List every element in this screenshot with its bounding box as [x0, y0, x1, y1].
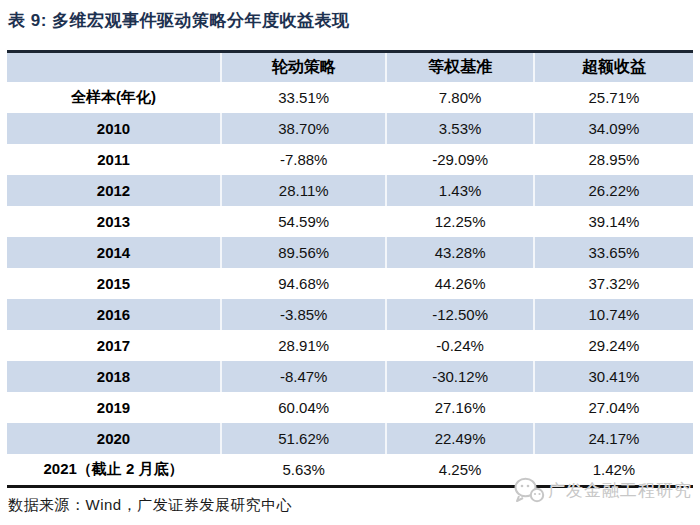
watermark-label: 广发金融工程研究 [548, 479, 692, 502]
cell-value: 33.51% [221, 82, 386, 113]
cell-value: 37.32% [534, 268, 693, 299]
cell-value: 27.16% [386, 392, 533, 423]
report-table-figure: 表 9: 多维宏观事件驱动策略分年度收益表现 轮动策略 等权基准 超额收益 全样… [0, 0, 700, 525]
cell-value: 1.43% [386, 175, 533, 206]
cell-value: -29.09% [386, 144, 533, 175]
row-label: 2011 [7, 144, 221, 175]
row-label: 全样本(年化) [7, 82, 221, 113]
table-row: 201354.59%12.25%39.14% [7, 206, 693, 237]
cell-value: 3.53% [386, 113, 533, 144]
row-label: 2020 [7, 423, 221, 454]
table-title: 表 9: 多维宏观事件驱动策略分年度收益表现 [8, 9, 350, 32]
cell-value: 33.65% [534, 237, 693, 268]
table-row: 2018-8.47%-30.12%30.41% [7, 361, 693, 392]
row-label: 2018 [7, 361, 221, 392]
cell-value: 54.59% [221, 206, 386, 237]
returns-table: 轮动策略 等权基准 超额收益 全样本(年化)33.51%7.80%25.71%2… [7, 53, 693, 485]
cell-value: 39.14% [534, 206, 693, 237]
col-header-rotation-strategy: 轮动策略 [221, 53, 386, 82]
cell-value: 25.71% [534, 82, 693, 113]
row-label: 2017 [7, 330, 221, 361]
table-row: 201228.11%1.43%26.22% [7, 175, 693, 206]
table-row: 201594.68%44.26%37.32% [7, 268, 693, 299]
cell-value: 51.62% [221, 423, 386, 454]
row-label: 2014 [7, 237, 221, 268]
col-header-excess-return: 超额收益 [534, 53, 693, 82]
cell-value: 22.49% [386, 423, 533, 454]
row-label: 2010 [7, 113, 221, 144]
cell-value: -8.47% [221, 361, 386, 392]
row-label: 2019 [7, 392, 221, 423]
cell-value: 27.04% [534, 392, 693, 423]
wechat-account-icon [513, 477, 545, 504]
cell-value: 30.41% [534, 361, 693, 392]
table-row: 201038.70%3.53%34.09% [7, 113, 693, 144]
cell-value: 44.26% [386, 268, 533, 299]
cell-value: 24.17% [534, 423, 693, 454]
table-body: 全样本(年化)33.51%7.80%25.71%201038.70%3.53%3… [7, 82, 693, 485]
table-row: 202051.62%22.49%24.17% [7, 423, 693, 454]
row-label: 2013 [7, 206, 221, 237]
table-row: 全样本(年化)33.51%7.80%25.71% [7, 82, 693, 113]
table-row: 201960.04%27.16%27.04% [7, 392, 693, 423]
cell-value: 29.24% [534, 330, 693, 361]
cell-value: 12.25% [386, 206, 533, 237]
cell-value: 5.63% [221, 454, 386, 485]
cell-value: 4.25% [386, 454, 533, 485]
cell-value: 89.56% [221, 237, 386, 268]
row-label: 2012 [7, 175, 221, 206]
row-label: 2016 [7, 299, 221, 330]
cell-value: 10.74% [534, 299, 693, 330]
annual-returns-table: 轮动策略 等权基准 超额收益 全样本(年化)33.51%7.80%25.71%2… [7, 50, 693, 488]
row-label: 2015 [7, 268, 221, 299]
table-row: 2016-3.85%-12.50%10.74% [7, 299, 693, 330]
cell-value: -30.12% [386, 361, 533, 392]
cell-value: 28.91% [221, 330, 386, 361]
cell-value: -3.85% [221, 299, 386, 330]
cell-value: 26.22% [534, 175, 693, 206]
cell-value: 94.68% [221, 268, 386, 299]
cell-value: 60.04% [221, 392, 386, 423]
cell-value: -7.88% [221, 144, 386, 175]
cell-value: 43.28% [386, 237, 533, 268]
table-row: 201728.91%-0.24%29.24% [7, 330, 693, 361]
table-row: 2011-7.88%-29.09%28.95% [7, 144, 693, 175]
data-source-note: 数据来源：Wind，广发证券发展研究中心 [8, 496, 292, 515]
cell-value: -0.24% [386, 330, 533, 361]
watermark: 广发金融工程研究 [513, 477, 692, 504]
cell-value: 7.80% [386, 82, 533, 113]
cell-value: 38.70% [221, 113, 386, 144]
row-label: 2021（截止 2 月底） [7, 454, 221, 485]
cell-value: 34.09% [534, 113, 693, 144]
table-row: 201489.56%43.28%33.65% [7, 237, 693, 268]
col-header-equal-weight-benchmark: 等权基准 [386, 53, 533, 82]
header-row: 轮动策略 等权基准 超额收益 [7, 53, 693, 82]
cell-value: 28.95% [534, 144, 693, 175]
cell-value: -12.50% [386, 299, 533, 330]
col-header-blank [7, 53, 221, 82]
cell-value: 28.11% [221, 175, 386, 206]
